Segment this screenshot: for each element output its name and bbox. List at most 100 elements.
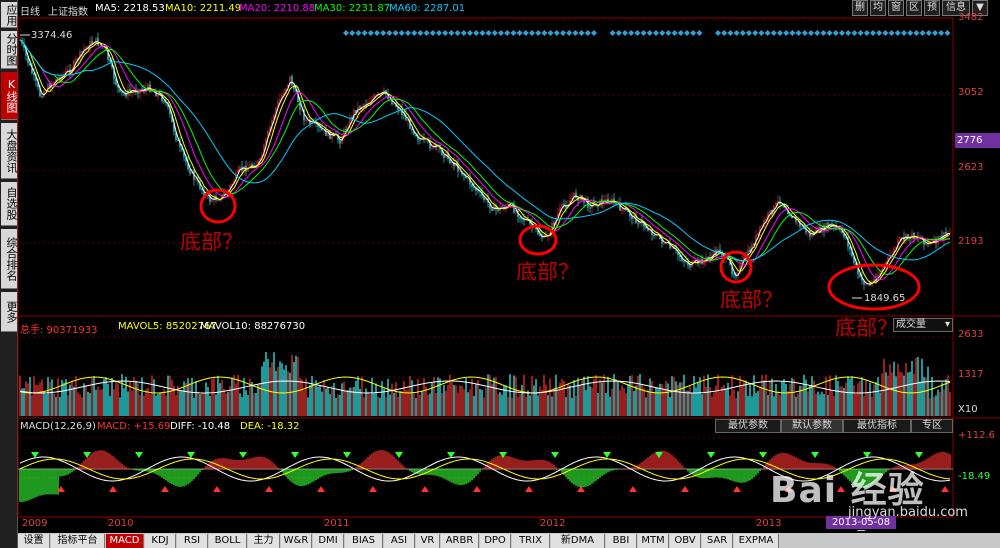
candle-body (117, 84, 119, 88)
toolbar-icon-3[interactable]: 区 (906, 0, 922, 16)
candle-body (761, 226, 763, 227)
candle-body (645, 226, 647, 229)
left-tab-3[interactable]: 大盘资讯 (1, 123, 18, 179)
volume-bar (539, 386, 541, 416)
indicator-tab-macd[interactable]: MACD (106, 534, 144, 548)
ma5-line (19, 39, 951, 285)
volume-indicator-dropdown[interactable]: 成交量 ▾ (893, 318, 953, 332)
event-marker-icon (560, 30, 566, 36)
indicator-tab-arbr[interactable]: ARBR (441, 534, 479, 548)
event-marker-icon (622, 30, 628, 36)
candle-body (845, 236, 847, 238)
indicator-tab-bbi[interactable]: BBI (606, 534, 637, 548)
volume-bar (815, 393, 817, 416)
volume-bar (515, 376, 517, 416)
candle-body (593, 202, 595, 204)
indicator-tab-mtm[interactable]: MTM (638, 534, 669, 548)
candle-body (591, 202, 593, 209)
indicator-tab-kdj[interactable]: KDJ (145, 534, 176, 548)
candle-body (429, 140, 431, 149)
candle-body (495, 205, 497, 210)
left-tab-6[interactable]: 更多 (1, 292, 18, 332)
volume-bar (231, 377, 233, 416)
volume-bar (755, 392, 757, 416)
candle-body (489, 202, 491, 209)
volume-bar (687, 390, 689, 416)
volume-bar (249, 378, 251, 416)
candle-body (141, 88, 143, 90)
toolbar-icon-5[interactable]: 信息 (942, 0, 970, 16)
volume-bar (425, 386, 427, 416)
indicator-tab-vr[interactable]: VR (416, 534, 440, 548)
zone-button[interactable]: 专区 (911, 419, 953, 433)
sell-signal-icon (759, 452, 767, 458)
indicator-tab-dpo[interactable]: DPO (480, 534, 511, 548)
volume-bar (813, 380, 815, 416)
volume-bar (387, 378, 389, 416)
indicator-tab-asi[interactable]: ASI (384, 534, 415, 548)
candle-body (627, 209, 629, 212)
candle-body (47, 83, 49, 92)
volume-bar (51, 379, 53, 416)
indicator-tab-[interactable]: 设置 (18, 534, 50, 548)
volume-bar (217, 375, 219, 416)
default-params-button[interactable]: 默认参数 (781, 419, 843, 433)
indicator-tab-sar[interactable]: SAR (702, 534, 733, 548)
volume-bar (287, 371, 289, 416)
buy-signal-icon (785, 486, 793, 492)
volume-bar (931, 376, 933, 416)
volume-bar (251, 382, 253, 416)
volume-bar (621, 385, 623, 416)
indicator-tab-wr[interactable]: W&R (281, 534, 312, 548)
indicator-tab-trix[interactable]: TRIX (512, 534, 550, 548)
candle-body (125, 93, 127, 97)
left-tab-5[interactable]: 综合排名 (1, 229, 18, 289)
candle-body (213, 195, 215, 201)
volume-bar (701, 394, 703, 416)
candle-body (791, 216, 793, 219)
volume-bar (187, 378, 189, 416)
candle-body (747, 249, 749, 258)
event-marker-icon (715, 30, 721, 36)
toolbar-icon-2[interactable]: 窗 (888, 0, 904, 16)
left-tab-4[interactable]: 自选股 (1, 182, 18, 226)
candle-body (807, 231, 809, 233)
volume-bar (629, 376, 631, 416)
left-tab-2[interactable]: K线图 (1, 72, 18, 120)
toolbar-icon-1[interactable]: 均 (870, 0, 886, 16)
left-tab-0[interactable]: 应用 (1, 2, 18, 28)
indicator-tab-boll[interactable]: BOLL (209, 534, 247, 548)
candle-body (81, 51, 83, 53)
optimal-indicator-button[interactable]: 最优指标 (843, 419, 911, 433)
volume-bar (675, 381, 677, 416)
volume-bar (799, 385, 801, 416)
volume-bar (205, 382, 207, 416)
candle-body (801, 225, 803, 227)
event-marker-icon (795, 30, 802, 36)
indicator-tab-obv[interactable]: OBV (670, 534, 701, 548)
optimal-params-button[interactable]: 最优参数 (715, 419, 781, 433)
ma60-line (19, 39, 951, 262)
toolbar-icon-0[interactable]: 删 (852, 0, 868, 16)
indicator-tab-bias[interactable]: BIAS (345, 534, 383, 548)
volume-bar (869, 382, 871, 416)
volume-bar (133, 377, 135, 416)
event-marker-icon (609, 30, 616, 36)
indicator-tab-dma[interactable]: 新DMA (551, 534, 605, 548)
volume-bar (779, 395, 781, 416)
left-tab-1[interactable]: 分时图 (1, 31, 18, 69)
indicator-tab-expma[interactable]: EXPMA (734, 534, 779, 548)
candle-body (783, 204, 785, 208)
indicator-tab-[interactable]: 主力 (248, 534, 280, 548)
toolbar-icon-4[interactable]: 预 (924, 0, 940, 16)
volume-bar (669, 396, 671, 416)
indicator-tab-rsi[interactable]: RSI (177, 534, 208, 548)
candle-body (473, 186, 475, 188)
toolbar-icon-6[interactable]: ▼ (972, 0, 988, 16)
indicator-tab-[interactable]: 指标平台 (51, 534, 105, 548)
candle-body (689, 264, 691, 268)
volume-bar (27, 383, 29, 416)
indicator-tab-dmi[interactable]: DMI (313, 534, 344, 548)
volume-bar (273, 352, 275, 416)
